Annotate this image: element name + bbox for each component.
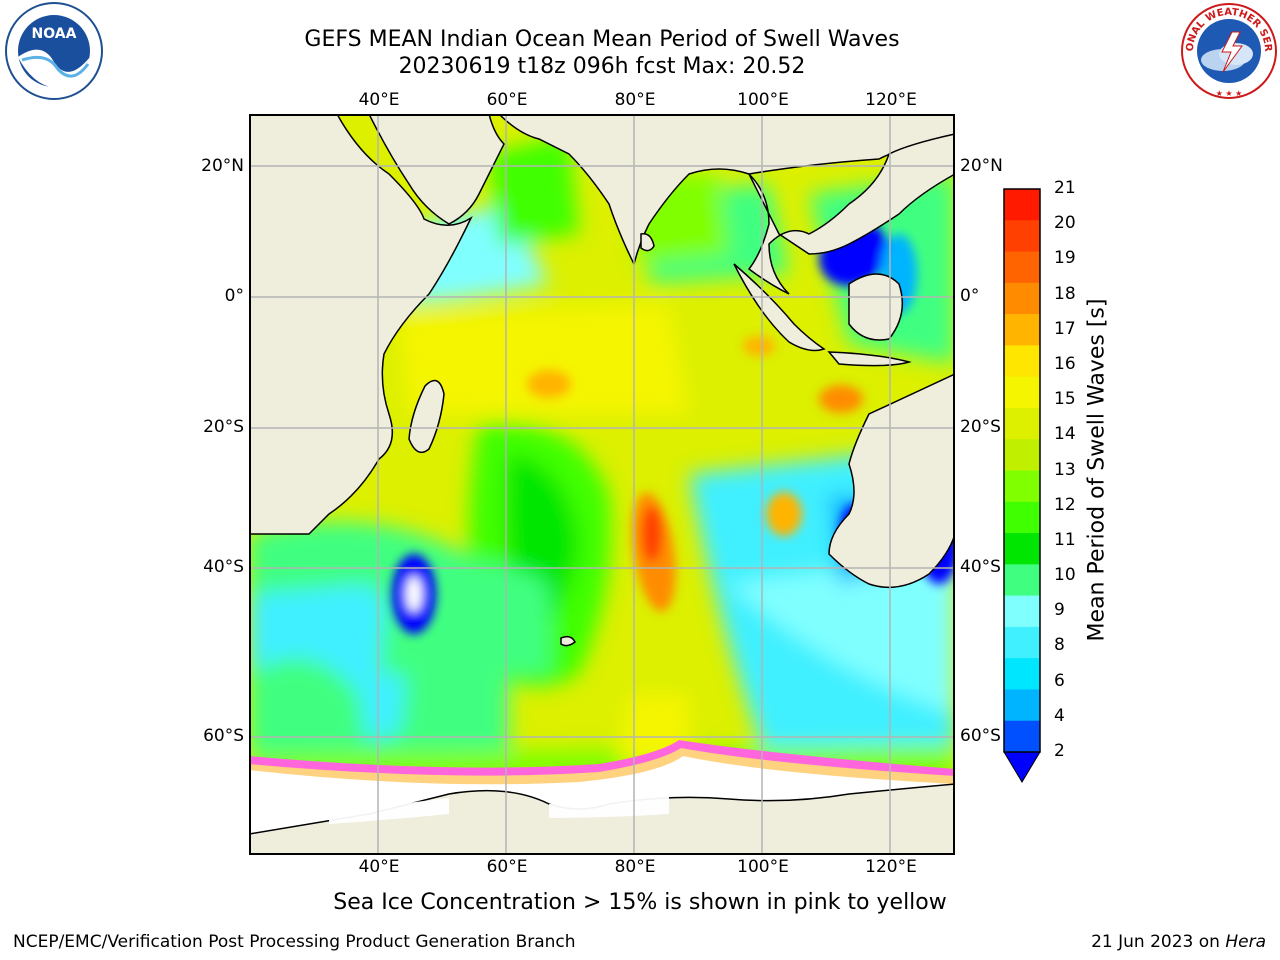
lat-label-right-20n: 20°N xyxy=(960,156,1003,176)
colorbar-segment xyxy=(1004,626,1040,659)
lat-label-left-20s: 20°S xyxy=(203,417,244,437)
colorbar-tick-label: 15 xyxy=(1054,389,1076,410)
colorbar-tick-label: 2 xyxy=(1054,741,1065,761)
lat-label-left-0: 0° xyxy=(224,286,244,306)
colorbar-tick-label: 20 xyxy=(1054,213,1076,234)
colorbar-tick-label: 18 xyxy=(1054,283,1076,304)
footer-credit: NCEP/EMC/Verification Post Processing Pr… xyxy=(13,932,576,952)
footer-machine: Hera xyxy=(1225,932,1266,952)
lat-label-right-20s: 20°S xyxy=(960,417,1001,437)
colorbar-segment xyxy=(1004,314,1040,346)
colorbar-segment xyxy=(1004,595,1040,628)
map-subtitle: 20230619 t18z 096h fcst Max: 20.52 xyxy=(398,54,806,79)
colorbar-segment xyxy=(1004,220,1040,253)
colorbar-segment xyxy=(1004,501,1040,534)
lon-label-top-100e: 100°E xyxy=(737,90,789,110)
colorbar-tick-label: 19 xyxy=(1054,248,1076,269)
colorbar-label: Mean Period of Swell Waves [s] xyxy=(1084,298,1110,642)
lon-label-top-80e: 80°E xyxy=(614,90,656,110)
lat-label-left-40s: 40°S xyxy=(203,557,244,577)
noaa-logo-text: NOAA xyxy=(32,26,77,42)
colorbar-tick-label: 12 xyxy=(1054,494,1076,515)
noaa-logo: NOAA xyxy=(5,2,103,100)
colorbar-segment xyxy=(1004,189,1040,221)
colorbar xyxy=(1003,188,1041,783)
colorbar-tick-label: 11 xyxy=(1054,529,1076,550)
colorbar-segment xyxy=(1004,251,1040,284)
colorbar-tick-label: 17 xyxy=(1054,318,1076,339)
lon-label-bottom-80e: 80°E xyxy=(614,857,656,877)
colorbar-segment xyxy=(1004,345,1040,378)
sea-ice-note: Sea Ice Concentration > 15% is shown in … xyxy=(333,890,947,915)
colorbar-segment xyxy=(1004,658,1040,690)
lon-label-top-60e: 60°E xyxy=(486,90,528,110)
colorbar-segment xyxy=(1004,689,1040,722)
lat-label-right-0: 0° xyxy=(960,286,980,306)
colorbar-segment xyxy=(1004,376,1040,409)
swell-period-map xyxy=(249,114,955,855)
lon-label-bottom-120e: 120°E xyxy=(865,857,917,877)
lat-label-left-20n: 20°N xyxy=(201,156,244,176)
lon-label-bottom-40e: 40°E xyxy=(358,857,400,877)
nws-logo: NATIONAL WEATHER SERVICE ★ ★ ★ xyxy=(1180,2,1277,99)
colorbar-segment xyxy=(1004,470,1040,503)
colorbar-tick-label: 14 xyxy=(1054,424,1076,445)
colorbar-segment xyxy=(1004,720,1040,753)
lat-label-right-40s: 40°S xyxy=(960,557,1001,577)
lat-label-right-60s: 60°S xyxy=(960,726,1001,746)
footer-date-text: 21 Jun 2023 on xyxy=(1091,932,1226,952)
map-title: GEFS MEAN Indian Ocean Mean Period of Sw… xyxy=(304,27,900,52)
lon-label-top-120e: 120°E xyxy=(865,90,917,110)
lon-label-top-40e: 40°E xyxy=(358,90,400,110)
lon-label-bottom-60e: 60°E xyxy=(486,857,528,877)
colorbar-segment xyxy=(1004,564,1040,597)
colorbar-tick-label: 9 xyxy=(1054,600,1065,621)
colorbar-segment xyxy=(1004,533,1040,565)
colorbar-tick-label: 4 xyxy=(1054,705,1065,726)
footer-date: 21 Jun 2023 on Hera xyxy=(1091,932,1266,952)
colorbar-segment xyxy=(1004,407,1040,440)
colorbar-tick-label: 10 xyxy=(1054,565,1076,586)
colorbar-tick-label: 16 xyxy=(1054,353,1076,374)
lon-label-bottom-100e: 100°E xyxy=(737,857,789,877)
colorbar-segment xyxy=(1004,282,1040,315)
lat-label-left-60s: 60°S xyxy=(203,726,244,746)
colorbar-tick-label: 6 xyxy=(1054,670,1065,691)
colorbar-tick-label: 21 xyxy=(1054,178,1076,198)
colorbar-tick-label: 13 xyxy=(1054,459,1076,480)
colorbar-tick-label: 8 xyxy=(1054,635,1065,656)
svg-text:★ ★ ★: ★ ★ ★ xyxy=(1216,89,1243,98)
colorbar-segment xyxy=(1004,439,1040,471)
